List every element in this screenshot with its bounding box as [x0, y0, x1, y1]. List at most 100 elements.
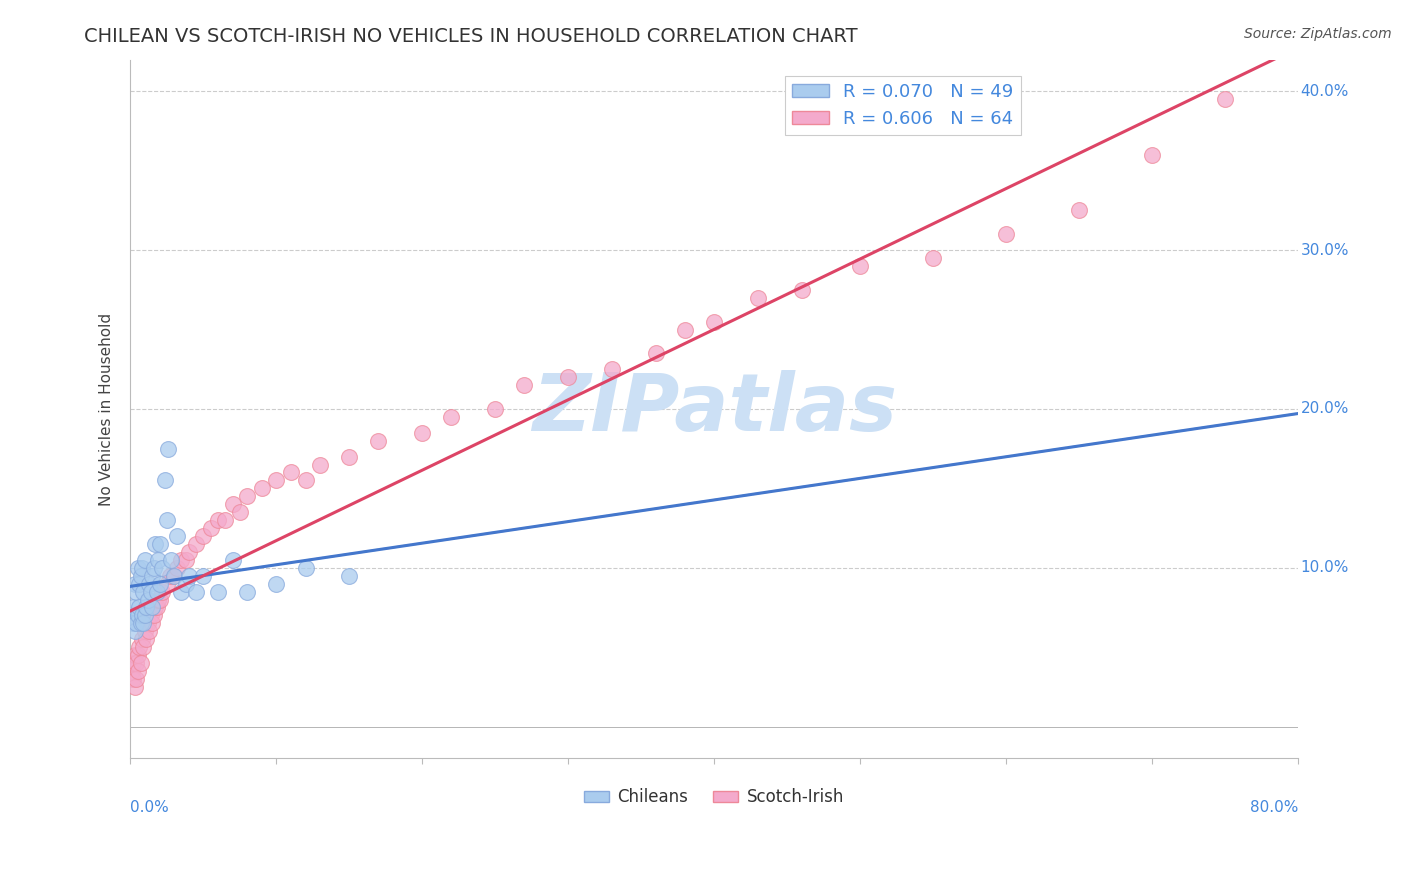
Point	[146, 553, 169, 567]
Point	[849, 259, 872, 273]
Point	[128, 600, 150, 615]
Point	[170, 553, 193, 567]
Point	[1213, 92, 1236, 106]
Text: 0.0%: 0.0%	[131, 800, 169, 815]
Point	[127, 561, 149, 575]
Point	[125, 584, 148, 599]
Point	[138, 624, 160, 639]
Point	[127, 608, 149, 623]
Point	[145, 584, 167, 599]
Point	[121, 664, 143, 678]
Point	[266, 474, 288, 488]
Point	[128, 576, 150, 591]
Point	[177, 545, 200, 559]
Point	[122, 616, 145, 631]
Point	[174, 553, 197, 567]
Point	[124, 680, 146, 694]
Point	[143, 600, 166, 615]
Point	[141, 600, 163, 615]
Text: 40.0%: 40.0%	[1301, 84, 1348, 99]
Point	[136, 616, 159, 631]
Point	[139, 584, 162, 599]
Point	[148, 592, 170, 607]
Text: 10.0%: 10.0%	[1301, 560, 1348, 575]
Point	[132, 616, 155, 631]
Point	[148, 537, 170, 551]
Point	[1140, 148, 1163, 162]
Point	[174, 576, 197, 591]
Point	[156, 513, 179, 527]
Point	[163, 568, 186, 582]
Point	[280, 466, 302, 480]
Point	[142, 608, 165, 623]
Point	[157, 442, 180, 456]
Point	[193, 529, 215, 543]
Point	[152, 561, 174, 575]
Point	[184, 537, 207, 551]
Point	[122, 672, 145, 686]
Point	[177, 568, 200, 582]
Point	[141, 568, 163, 582]
Point	[337, 450, 360, 464]
Text: 80.0%: 80.0%	[1250, 800, 1298, 815]
Point	[146, 592, 169, 607]
Point	[132, 584, 155, 599]
Point	[155, 474, 177, 488]
Point	[129, 568, 152, 582]
Point	[122, 600, 145, 615]
Point	[122, 656, 145, 670]
Point	[125, 672, 148, 686]
Point	[135, 600, 157, 615]
Point	[145, 600, 167, 615]
Point	[411, 425, 433, 440]
Point	[134, 608, 156, 623]
Point	[309, 458, 332, 472]
Point	[236, 584, 259, 599]
Point	[131, 632, 153, 647]
Point	[128, 640, 150, 655]
Point	[124, 576, 146, 591]
Point	[193, 568, 215, 582]
Legend: Chileans, Scotch-Irish: Chileans, Scotch-Irish	[578, 781, 851, 813]
Point	[266, 576, 288, 591]
Point	[129, 656, 152, 670]
Point	[159, 568, 181, 582]
Point	[139, 608, 162, 623]
Point	[135, 632, 157, 647]
Point	[484, 401, 506, 416]
Point	[143, 537, 166, 551]
Point	[136, 592, 159, 607]
Point	[166, 529, 188, 543]
Point	[790, 283, 813, 297]
Point	[160, 553, 183, 567]
Point	[127, 664, 149, 678]
Point	[184, 584, 207, 599]
Point	[221, 497, 243, 511]
Point	[125, 616, 148, 631]
Point	[124, 624, 146, 639]
Point	[132, 640, 155, 655]
Point	[131, 561, 153, 575]
Point	[922, 251, 945, 265]
Point	[138, 576, 160, 591]
Point	[129, 616, 152, 631]
Point	[156, 576, 179, 591]
Point	[250, 482, 273, 496]
Point	[127, 648, 149, 662]
Text: 20.0%: 20.0%	[1301, 401, 1348, 417]
Y-axis label: No Vehicles in Household: No Vehicles in Household	[100, 312, 114, 506]
Text: Source: ZipAtlas.com: Source: ZipAtlas.com	[1244, 27, 1392, 41]
Point	[152, 584, 174, 599]
Point	[121, 608, 143, 623]
Point	[141, 616, 163, 631]
Point	[142, 561, 165, 575]
Point	[221, 553, 243, 567]
Point	[644, 346, 666, 360]
Point	[236, 489, 259, 503]
Point	[673, 322, 696, 336]
Point	[440, 409, 463, 424]
Point	[294, 561, 316, 575]
Point	[214, 513, 236, 527]
Point	[124, 648, 146, 662]
Point	[747, 291, 769, 305]
